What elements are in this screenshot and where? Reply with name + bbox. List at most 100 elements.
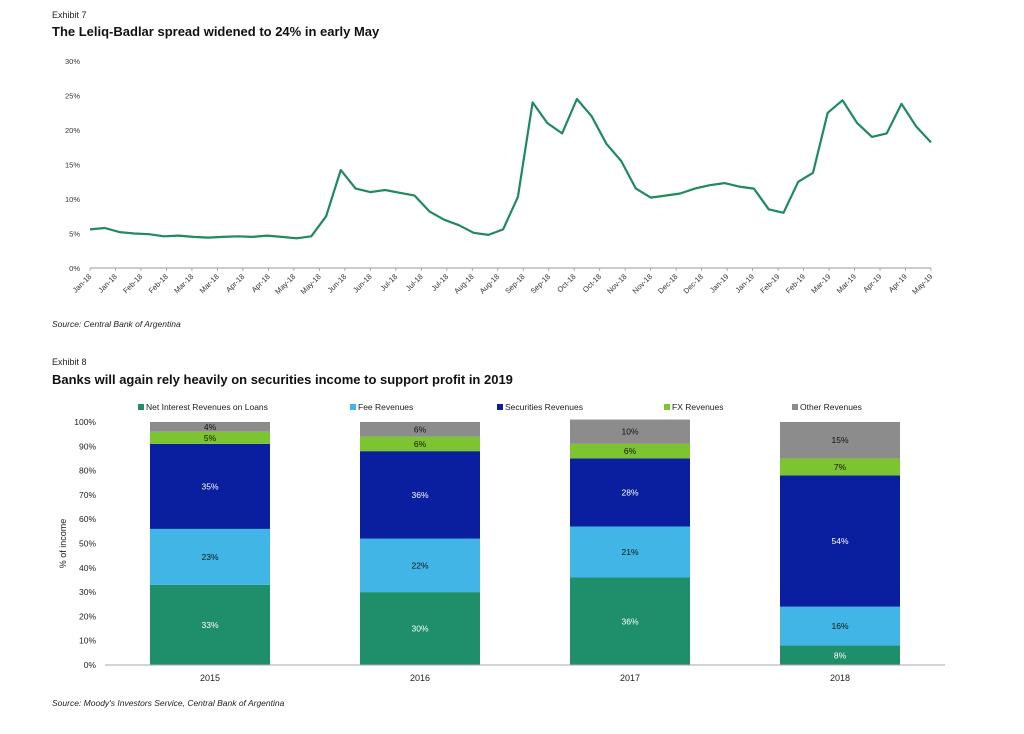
bar-data-label: 54% (831, 536, 848, 546)
line-x-tick-label: Jan-19 (708, 272, 731, 295)
bar-segment (150, 431, 270, 444)
line-x-tick-label: Dec-18 (682, 272, 705, 295)
bar-segment (360, 436, 480, 452)
legend-label: Net Interest Revenues on Loans (146, 402, 268, 412)
line-x-tick-label: Jun-18 (326, 272, 349, 295)
line-x-tick-label: Feb-18 (121, 272, 144, 295)
legend-label: Securities Revenues (505, 402, 583, 412)
bar-segment (780, 458, 900, 476)
line-x-tick-label: Jul-18 (429, 272, 450, 293)
bar-data-label: 23% (201, 552, 218, 562)
bar-segment (150, 584, 270, 665)
line-x-tick-label: Oct-18 (555, 272, 577, 294)
legend-swatch (664, 404, 670, 410)
line-x-tick-label: Aug-18 (452, 272, 475, 295)
bar-segment (360, 538, 480, 593)
legend-swatch (497, 404, 503, 410)
bar-data-label: 15% (831, 435, 848, 445)
bar-data-label: 35% (201, 481, 218, 491)
line-x-tick-label: Feb-18 (147, 272, 170, 295)
line-y-tick-label: 30% (65, 57, 80, 66)
line-x-tick-label: Apr-19 (887, 272, 909, 294)
line-chart-x-axis: Jan-18 Jan-18 Feb-18 Feb-18 Mar-18 Mar-18 Apr-… (71, 267, 934, 296)
line-x-tick-label: May-19 (910, 272, 934, 296)
bar-chart-legend: Net Interest Revenues on Loans Fee Revenu… (138, 402, 862, 412)
bar-data-label: 8% (834, 650, 847, 660)
line-chart-series (89, 97, 932, 240)
line-x-tick-label: Oct-18 (581, 272, 603, 294)
bar-data-label: 33% (201, 620, 218, 630)
bar-category-label: 2015 (200, 673, 220, 683)
bar-y-tick-label: 20% (79, 611, 96, 621)
bar-y-tick-label: 60% (79, 514, 96, 524)
line-x-tick-label: Dec-18 (656, 272, 679, 295)
bar-chart: Net Interest Revenues on Loans Fee Revenu… (58, 402, 945, 683)
line-y-tick-label: 0% (69, 264, 80, 273)
bar-segment (780, 645, 900, 665)
exhibit-8-label: Exhibit 8 (52, 357, 87, 367)
line-y-tick-label: 10% (65, 195, 80, 204)
line-x-tick-label: Mar-18 (198, 272, 221, 295)
line-x-tick-label: Mar-19 (809, 272, 832, 295)
line-x-tick-label: May-18 (273, 272, 297, 296)
line-x-tick-label: Aug-18 (478, 272, 501, 295)
line-x-tick-label: Jan-18 (71, 272, 94, 295)
bar-y-tick-label: 50% (79, 539, 96, 549)
bar-chart-x-axis: 2015 2016 2017 2018 (105, 664, 945, 683)
bar-segment (150, 528, 270, 585)
legend-label: FX Revenues (672, 402, 724, 412)
bar-data-label: 30% (411, 624, 428, 634)
bar-segment (780, 606, 900, 646)
bar-data-label: 36% (411, 490, 428, 500)
bar-data-label: 6% (414, 439, 427, 449)
bar-data-label: 22% (411, 560, 428, 570)
bar-segment (780, 422, 900, 459)
line-x-tick-label: Nov-18 (631, 272, 654, 295)
bar-chart-y-axis: 0% 10% 20% 30% 40% 50% 60% 70% 80% 90% 100% % of in… (58, 417, 96, 670)
bar-data-label: 16% (831, 621, 848, 631)
bar-chart-title: Banks will again rely heavily on securit… (52, 372, 513, 387)
line-x-tick-label: Mar-18 (172, 272, 195, 295)
line-x-tick-label: Mar-19 (835, 272, 858, 295)
bar-data-label: 6% (624, 446, 637, 456)
line-x-tick-label: Jan-19 (733, 272, 756, 295)
line-chart-title: The Leliq-Badlar spread widened to 24% i… (52, 24, 380, 39)
line-x-tick-label: May-18 (299, 272, 323, 296)
bar-data-label: 21% (621, 547, 638, 557)
bar-data-label: 36% (621, 616, 638, 626)
line-x-tick-label: Jan-18 (96, 272, 119, 295)
line-chart: 0%5%10%15%20%25%30% Jan-18 Jan-18 Feb-18 Fe… (65, 57, 934, 296)
bar-segment (150, 443, 270, 529)
bar-segment (360, 422, 480, 437)
legend-label: Other Revenues (800, 402, 862, 412)
bar-segment (360, 592, 480, 665)
line-x-tick-label: Sep-18 (503, 272, 526, 295)
line-x-tick-label: Sep-18 (529, 272, 552, 295)
line-chart-source: Source: Central Bank of Argentina (52, 319, 181, 329)
bar-y-tick-label: 100% (74, 417, 96, 427)
legend-label: Fee Revenues (358, 402, 413, 412)
bar-segment (150, 422, 270, 432)
bar-segment (570, 577, 690, 665)
bar-y-tick-label: 40% (79, 563, 96, 573)
bar-segment (570, 443, 690, 459)
bar-category-label: 2018 (830, 673, 850, 683)
line-y-tick-label: 15% (65, 161, 80, 170)
bar-y-tick-label: 10% (79, 636, 96, 646)
bar-y-tick-label: 0% (84, 660, 97, 670)
line-x-tick-label: Feb-19 (758, 272, 781, 295)
line-y-tick-label: 25% (65, 92, 80, 101)
bar-y-tick-label: 90% (79, 441, 96, 451)
bar-category-label: 2016 (410, 673, 430, 683)
bar-segment (780, 475, 900, 607)
bar-segment (360, 451, 480, 539)
line-x-tick-label: Nov-18 (605, 272, 628, 295)
bar-y-axis-title: % of income (58, 519, 68, 569)
line-y-tick-label: 5% (69, 230, 80, 239)
bar-y-tick-label: 70% (79, 490, 96, 500)
bar-segment (570, 419, 690, 444)
bar-data-label: 10% (621, 427, 638, 437)
line-x-tick-label: Feb-19 (784, 272, 807, 295)
bar-chart-source: Source: Moody's Investors Service, Centr… (52, 698, 285, 708)
bar-data-label: 6% (414, 424, 427, 434)
